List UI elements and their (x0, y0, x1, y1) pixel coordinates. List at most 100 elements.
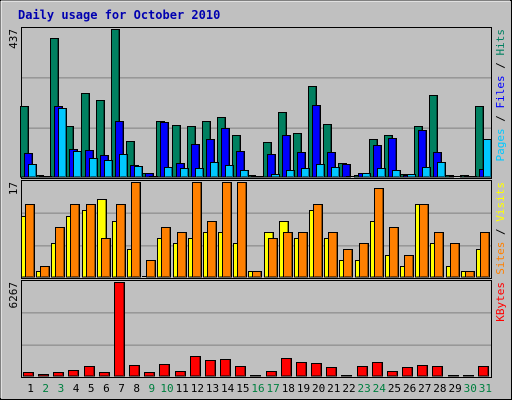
bar-pages (437, 162, 446, 178)
bar-pages (255, 176, 264, 178)
bar-kbytes (99, 372, 110, 377)
bar-pages (119, 154, 128, 178)
bar-sites (268, 238, 278, 278)
bar-pages (180, 168, 189, 178)
bar-pages (362, 173, 371, 178)
panel-frame (21, 280, 492, 378)
bar-kbytes (372, 362, 383, 377)
bar-kbytes (23, 372, 34, 377)
series-kbytes (23, 282, 489, 377)
axis-max-label: 437 (7, 29, 20, 49)
day-label: 15 (236, 382, 249, 395)
day-label: 13 (206, 382, 219, 395)
day-label: 19 (297, 382, 310, 395)
bar-sites (207, 221, 217, 278)
bar-sites (450, 243, 460, 278)
bar-kbytes (387, 371, 398, 377)
bar-sites (343, 249, 353, 278)
bar-kbytes (296, 362, 307, 377)
bar-kbytes (448, 375, 459, 377)
day-label: 23 (358, 382, 371, 395)
bar-kbytes (220, 359, 231, 377)
bar-sites (283, 232, 293, 278)
axis-max-label: 17 (7, 182, 20, 195)
bar-sites (101, 238, 111, 278)
bar-kbytes (402, 367, 413, 377)
day-label: 22 (342, 382, 355, 395)
bar-kbytes (68, 370, 79, 377)
day-label: 14 (221, 382, 235, 395)
bar-sites (465, 271, 475, 278)
bar-kbytes (281, 358, 292, 377)
bar-sites (404, 255, 414, 278)
bar-kbytes (38, 374, 49, 377)
bar-sites (116, 204, 126, 278)
bar-sites (237, 182, 247, 278)
bar-pages (422, 167, 431, 178)
bar-kbytes (205, 360, 216, 377)
day-label: 16 (251, 382, 264, 395)
bar-sites (177, 232, 187, 278)
day-label: 12 (191, 382, 204, 395)
series-legend-label: Pages / Files / Hits (494, 29, 507, 162)
day-label: 9 (149, 382, 156, 395)
legend-: / (494, 56, 507, 76)
bar-sites (161, 227, 171, 278)
day-label: 20 (312, 382, 325, 395)
bar-kbytes (159, 364, 170, 377)
bar-kbytes (417, 365, 428, 377)
legend-kbytes: KBytes (494, 282, 507, 322)
visits-panel: 17 Sites / Visits (7, 180, 507, 279)
series-legend-label: Sites / Visits (494, 182, 507, 275)
bar-sites (480, 232, 490, 278)
bar-pages (316, 164, 325, 178)
bar-kbytes (311, 363, 322, 377)
bar-sites (419, 204, 429, 278)
bar-pages (225, 165, 234, 178)
bar-sites (313, 204, 323, 278)
bar-pages (134, 166, 143, 178)
bar-pages (89, 158, 98, 178)
bar-sites (86, 204, 96, 278)
legend-hits: Hits (494, 29, 507, 56)
bar-pages (483, 139, 492, 178)
axis-max-label: 6267 (7, 282, 20, 309)
day-label: 10 (160, 382, 173, 395)
bar-kbytes (84, 366, 95, 377)
hits-panel: 437 Pages / Files / Hits (7, 27, 507, 179)
bar-kbytes (357, 366, 368, 377)
day-label: 4 (73, 382, 80, 395)
bar-pages (392, 170, 401, 178)
chart-title: Daily usage for October 2010 (18, 8, 220, 22)
bar-kbytes (326, 367, 337, 377)
day-label: 25 (388, 382, 401, 395)
bar-kbytes (190, 356, 201, 377)
bar-pages (286, 170, 295, 178)
bar-sites (374, 188, 384, 278)
legend-pages: Pages (494, 128, 507, 161)
bar-kbytes (266, 371, 277, 377)
series-legend-label: KBytes (494, 282, 507, 322)
bar-pages (346, 176, 355, 177)
day-label: 17 (267, 382, 280, 395)
series-pages (28, 108, 492, 178)
bar-pages (453, 176, 462, 177)
bar-sites (298, 232, 308, 278)
legend-sites: Sites (494, 242, 507, 275)
bar-pages (43, 176, 52, 178)
day-label: 29 (448, 382, 461, 395)
day-label: 11 (176, 382, 189, 395)
x-axis-labels: 1 2 3 4 5 6 7 8 9 10 11 12 13 14 15 16 17 18 19 20 21 22 23 24 2… (27, 382, 492, 395)
bar-sites (359, 243, 369, 278)
bar-kbytes (341, 375, 352, 377)
bar-kbytes (144, 372, 155, 377)
bar-sites (389, 227, 399, 278)
bar-pages (149, 176, 158, 178)
bar-kbytes (235, 366, 246, 377)
bar-pages (73, 151, 82, 178)
bar-pages (331, 167, 340, 178)
bar-kbytes (478, 366, 489, 377)
day-label: 28 (433, 382, 446, 395)
